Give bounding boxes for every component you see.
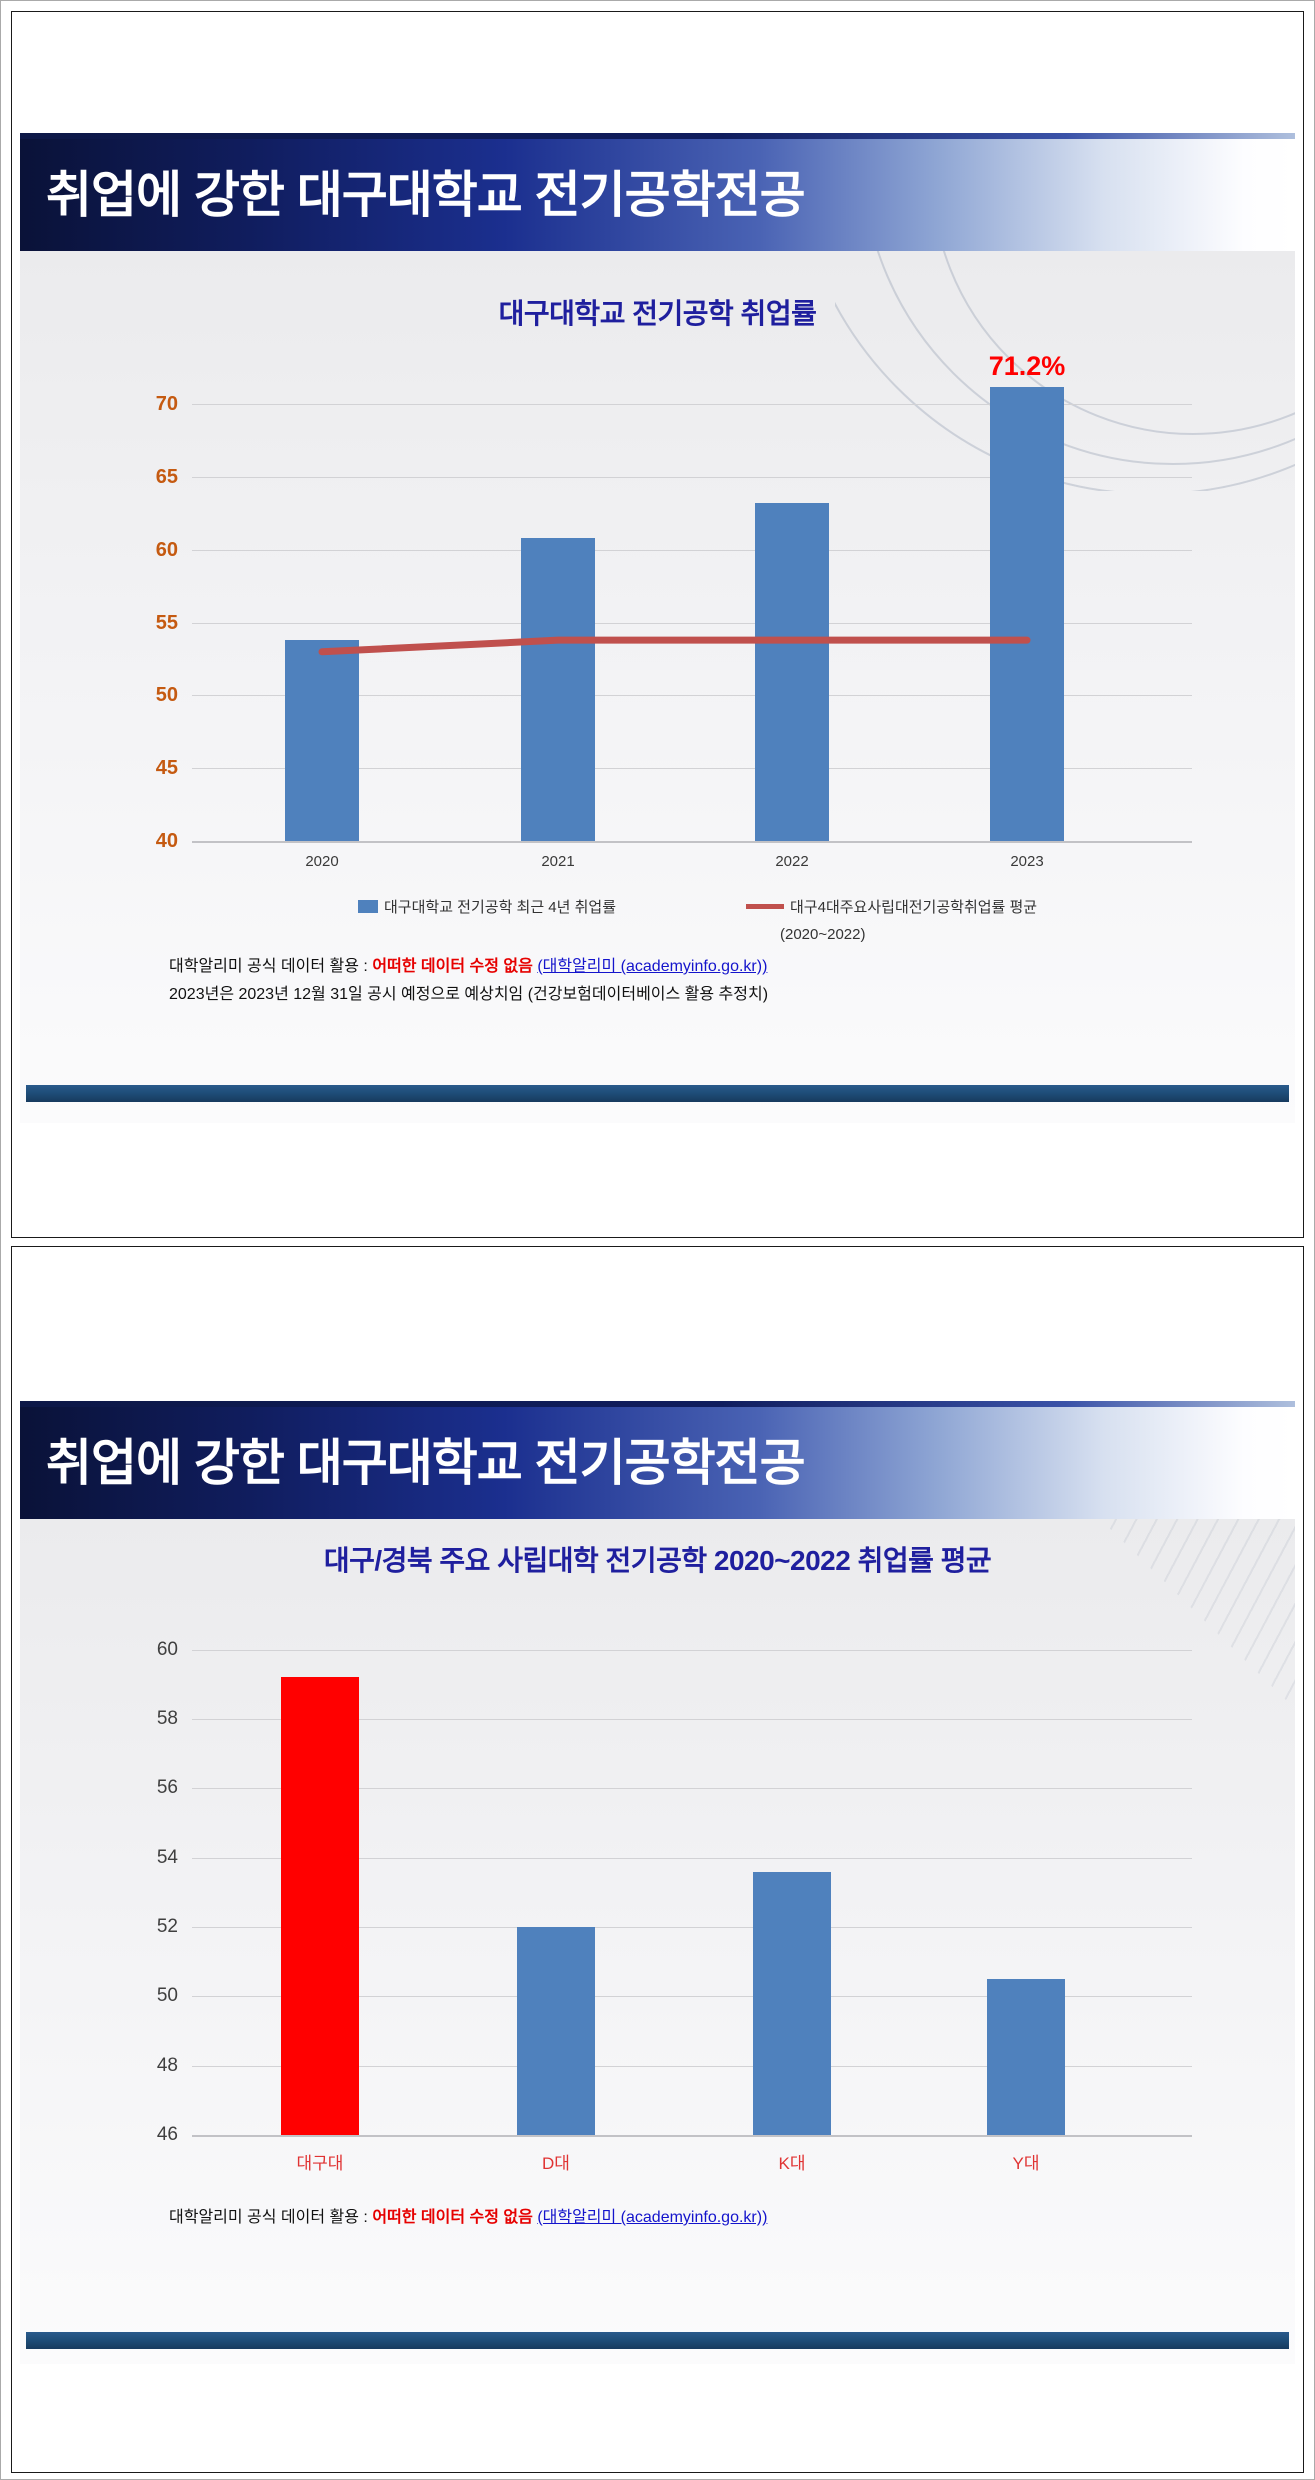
slide-page-2: 취업에 강한 대구대학교 전기공학전공 대구/경북 주요 사립대학 전기공학 2… [11, 1246, 1304, 2473]
value-annotation: 71.2% [988, 350, 1066, 381]
y-axis-tick-label: 45 [155, 757, 178, 780]
bar-2022 [755, 503, 829, 841]
slide-page-1: 취업에 강한 대구대학교 전기공학전공 대구대학교 전기공학 취업률 40 45 5… [11, 11, 1304, 1238]
university-comparison-bar-chart: 46 48 50 52 54 56 58 60 대구대 D대 K대 Y대 [157, 1615, 1192, 2173]
banner-topline [20, 133, 1295, 139]
y-axis-tick-label: 54 [156, 1846, 178, 1868]
bottom-divider-bar [26, 2332, 1289, 2349]
gridline [192, 768, 1192, 770]
gridline [192, 695, 1192, 697]
x-axis-label: D대 [542, 2154, 570, 2173]
legend-line-label: 대구4대주요사립대전기공학취업률 평균 [790, 899, 1038, 916]
gridline [192, 841, 1192, 843]
y-axis-tick-label: 50 [155, 684, 178, 707]
bar-series-swatch-icon [358, 900, 378, 913]
bar-K대 [753, 1871, 831, 2135]
gridline [192, 477, 1192, 479]
slide1-content-area [20, 251, 1295, 1123]
x-axis-label: Y대 [1012, 2154, 1040, 2173]
y-axis-tick-label: 55 [155, 611, 178, 634]
slide1-title-banner: 취업에 강한 대구대학교 전기공학전공 [20, 139, 1295, 251]
y-axis-tick-label: 60 [156, 1638, 178, 1660]
bar-D대 [517, 1927, 595, 2135]
bar-대구대 [281, 1677, 359, 2135]
source-note-emphasis: 어떠한 데이터 수정 없음 [372, 958, 533, 975]
y-axis-tick-label: 52 [156, 1916, 178, 1937]
x-axis-label: 2021 [541, 853, 575, 870]
legend-line-sublabel: (2020~2022) [780, 926, 866, 943]
legend-bar-label: 대구대학교 전기공학 최근 4년 취업률 [384, 899, 617, 916]
slide2-source-note: 대학알리미 공식 데이터 활용 : 어떠한 데이터 수정 없음 (대학알리미 (… [169, 2203, 767, 2227]
slide1-source-note: 대학알리미 공식 데이터 활용 : 어떠한 데이터 수정 없음 (대학알리미 (… [169, 952, 767, 976]
source-note-prefix: 대학알리미 공식 데이터 활용 : [169, 958, 373, 975]
slide2-banner-title: 취업에 강한 대구대학교 전기공학전공 [46, 1435, 806, 1491]
gridline [192, 622, 1192, 624]
legend-item-line-series: 대구4대주요사립대전기공학취업률 평균 [746, 896, 1037, 918]
line-series-swatch-icon [746, 904, 784, 909]
academyinfo-link[interactable]: (대학알리미 (academyinfo.go.kr)) [537, 958, 768, 975]
employment-rate-bar-chart: 40 45 50 55 60 65 70 2020 2021 2022 2023 71.2% [156, 351, 1192, 870]
bar-2023 [990, 386, 1064, 841]
slide1-chart-title: 대구대학교 전기공학 취업률 [498, 298, 817, 329]
slide2-chart-title: 대구/경북 주요 사립대학 전기공학 2020~2022 취업률 평균 [323, 1545, 992, 1576]
gridline [192, 1857, 1192, 1859]
source-note-emphasis: 어떠한 데이터 수정 없음 [372, 2209, 533, 2226]
y-axis-tick-label: 48 [156, 2054, 178, 2076]
bottom-divider-bar [26, 1085, 1289, 1102]
gridline [192, 2135, 1192, 2137]
academyinfo-link[interactable]: (대학알리미 (academyinfo.go.kr)) [537, 2209, 768, 2226]
x-axis-label: 2020 [305, 853, 339, 870]
gridline [192, 1927, 1192, 1928]
y-axis-tick-label: 60 [155, 538, 178, 561]
gridline [192, 2065, 1192, 2067]
bar-Y대 [987, 1979, 1065, 2135]
gridline [192, 1996, 1192, 1998]
gridline [192, 1719, 1192, 1720]
source-note-prefix: 대학알리미 공식 데이터 활용 : [169, 2209, 373, 2226]
x-axis-label: 2023 [1010, 853, 1044, 870]
x-axis-label: 대구대 [296, 2154, 344, 2173]
y-axis-tick-label: 56 [156, 1777, 178, 1799]
bar-2021 [521, 538, 595, 841]
y-axis-tick-label: 40 [155, 830, 178, 852]
y-axis-tick-label: 58 [156, 1708, 178, 1729]
gridline [192, 549, 1192, 551]
slide1-banner-title: 취업에 강한 대구대학교 전기공학전공 [46, 167, 806, 223]
y-axis-tick-label: 46 [156, 2124, 178, 2145]
y-axis-tick-label: 65 [155, 466, 178, 489]
y-axis-tick-label: 70 [155, 393, 178, 416]
gridline [192, 1788, 1192, 1790]
slide2-title-banner: 취업에 강한 대구대학교 전기공학전공 [20, 1407, 1295, 1519]
gridline [192, 1649, 1192, 1651]
y-axis-tick-label: 50 [156, 1985, 178, 2007]
banner-topline [20, 1401, 1295, 1407]
trend-line [318, 636, 1031, 656]
legend-item-bar-series: 대구대학교 전기공학 최근 4년 취업률 [358, 896, 616, 918]
slide1-estimate-note: 2023년은 2023년 12월 31일 공시 예정으로 예상치임 (건강보험데… [169, 986, 769, 1003]
x-axis-label: K대 [778, 2154, 806, 2173]
gridline [192, 404, 1192, 406]
x-axis-label: 2022 [775, 853, 809, 870]
bar-2020 [285, 640, 359, 841]
